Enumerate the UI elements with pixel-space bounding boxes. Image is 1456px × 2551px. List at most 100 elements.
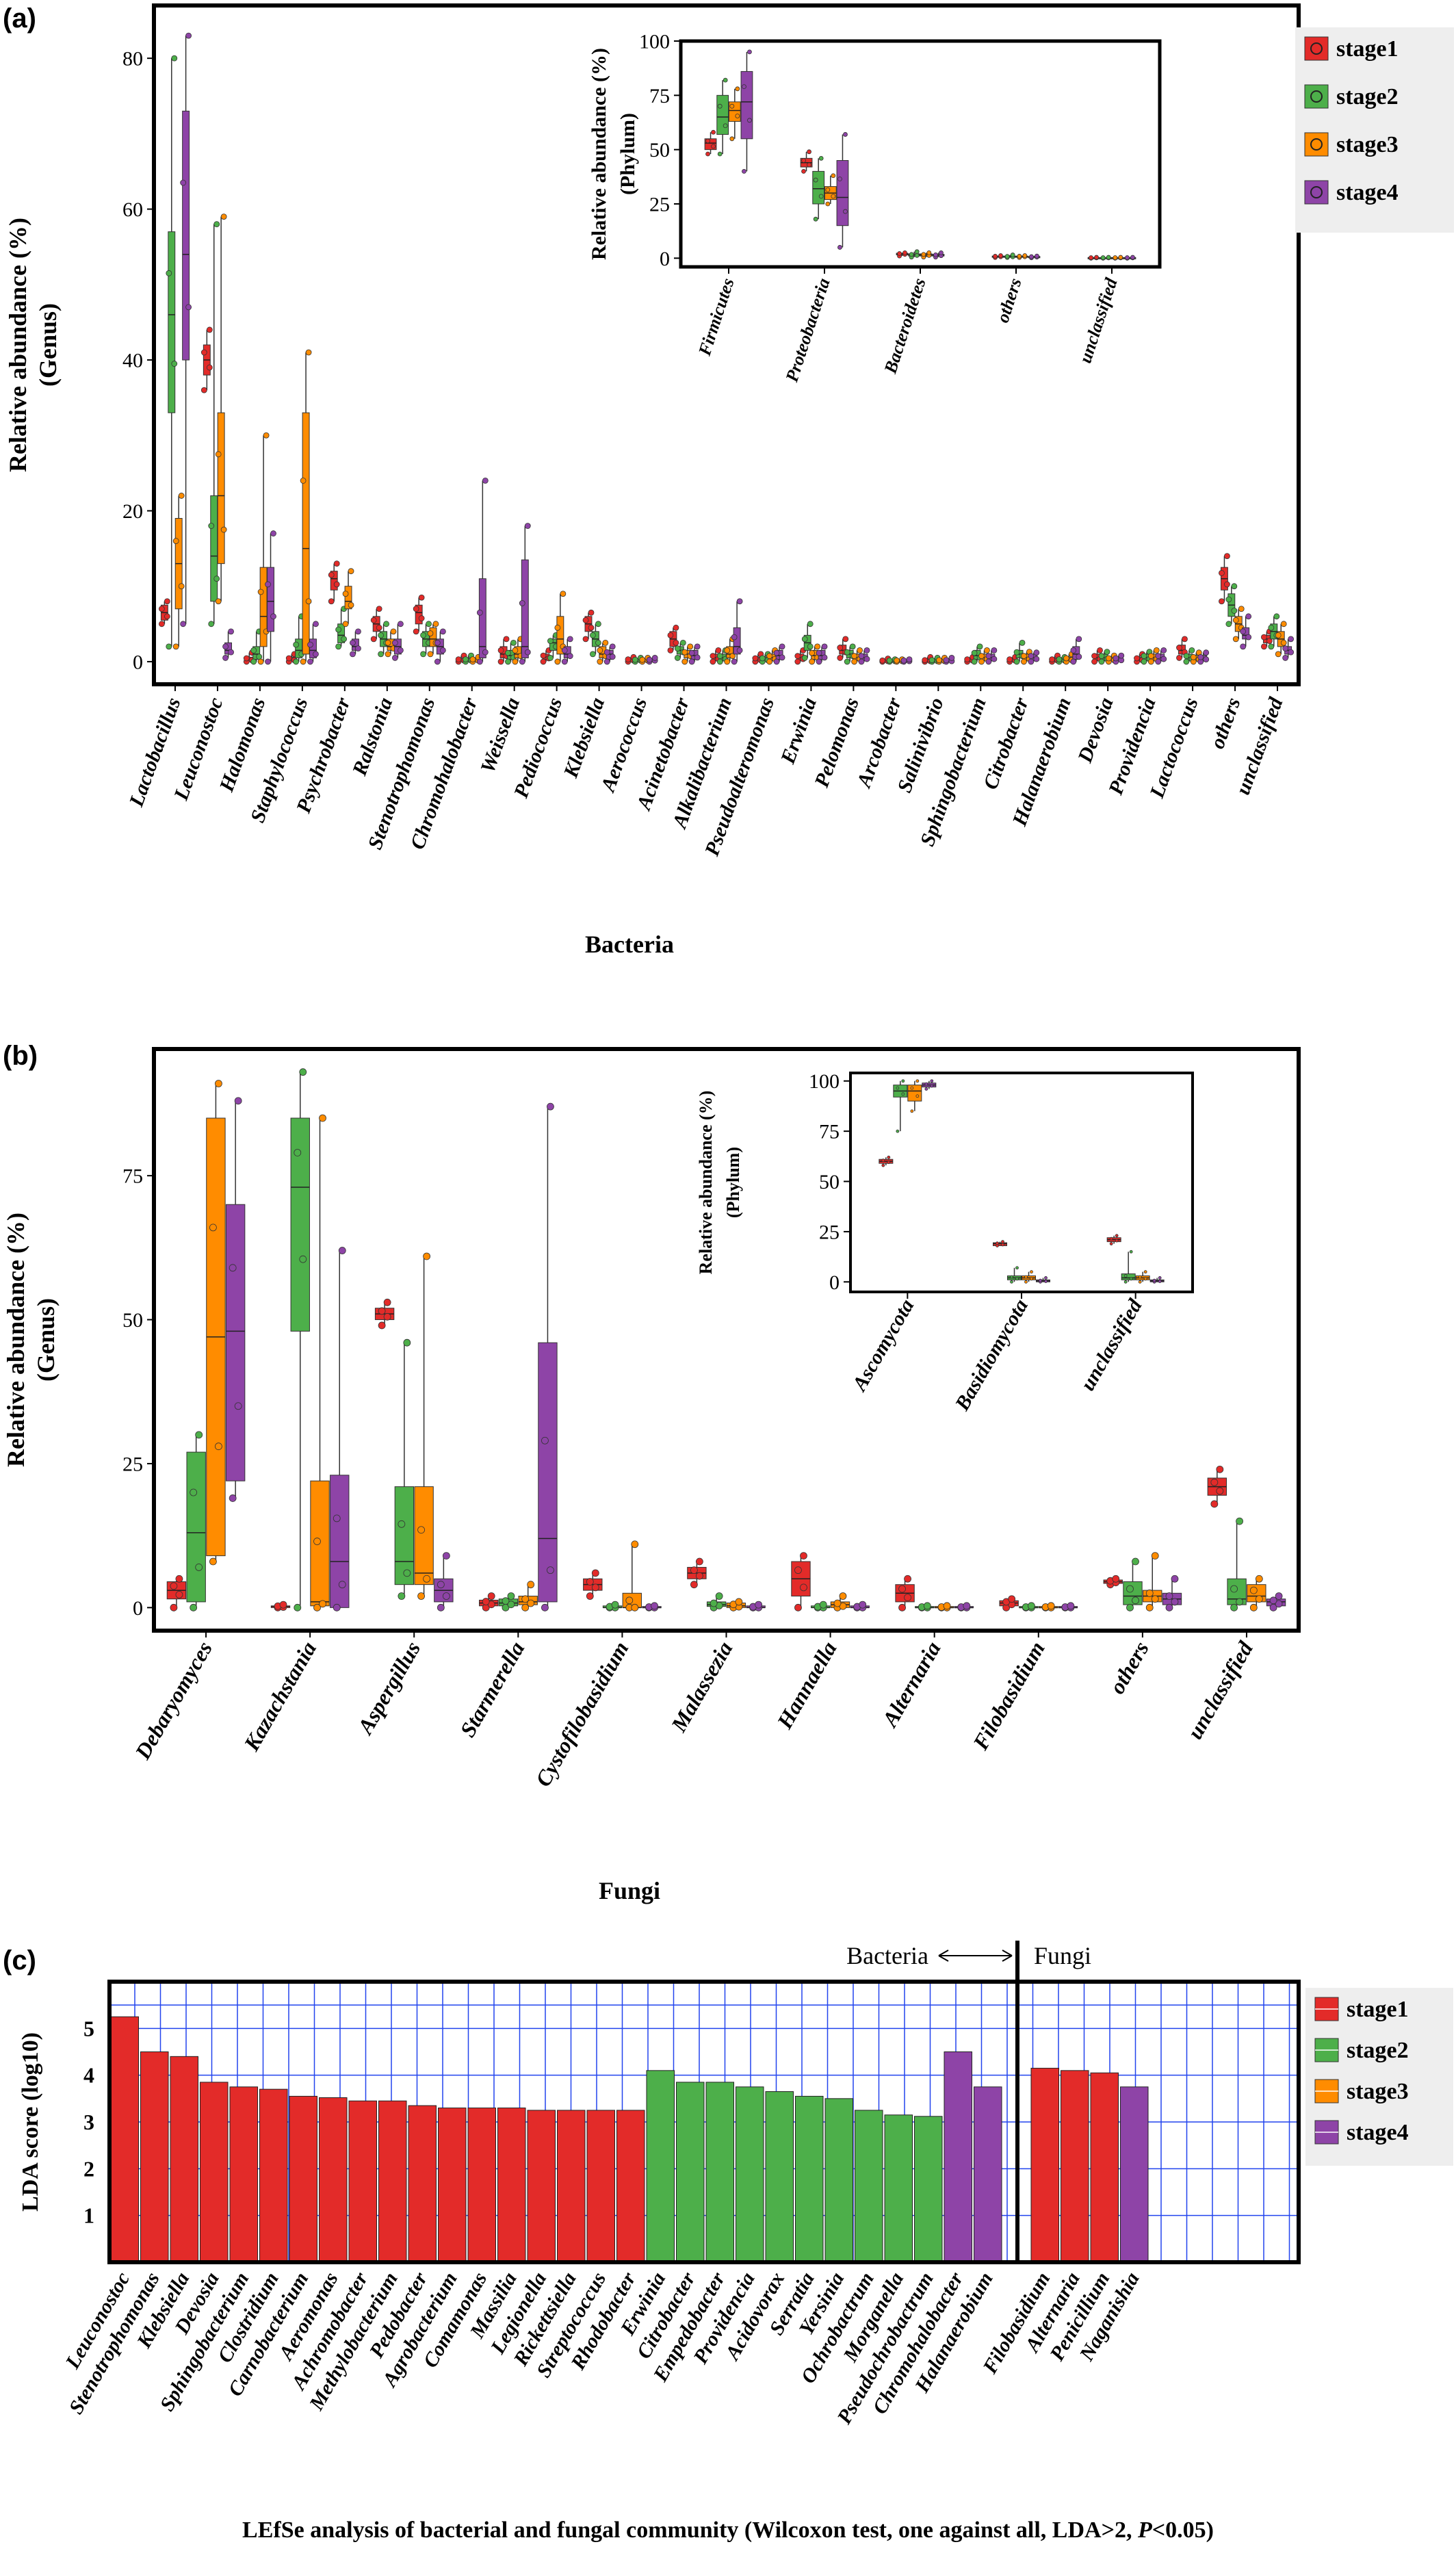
- data-point: [1245, 634, 1252, 640]
- data-point: [1182, 636, 1188, 643]
- group-arrow-heads: [938, 1950, 1013, 1962]
- data-point: [234, 1097, 242, 1105]
- data-point: [497, 647, 504, 653]
- x-tick-label: Starmerella: [455, 1637, 530, 1741]
- legend-swatch: [1304, 36, 1329, 61]
- lda-bar: [200, 2082, 229, 2263]
- data-point: [1231, 583, 1238, 590]
- data-point: [933, 252, 938, 257]
- data-point: [200, 349, 207, 356]
- data-point: [1125, 255, 1130, 260]
- data-point: [800, 1552, 807, 1559]
- data-point: [646, 656, 653, 663]
- legend-swatch: [1304, 132, 1329, 157]
- x-tick-label: Filobasidium: [967, 1637, 1050, 1754]
- data-point: [894, 657, 900, 664]
- data-point: [710, 658, 716, 665]
- data-point: [831, 194, 836, 199]
- data-point: [294, 1603, 302, 1611]
- data-point: [418, 594, 425, 601]
- lda-bar: [646, 2070, 675, 2263]
- data-point: [567, 653, 573, 660]
- data-point: [439, 647, 446, 653]
- data-point: [190, 1488, 198, 1497]
- data-point: [687, 643, 694, 650]
- data-point: [1063, 655, 1069, 662]
- data-point: [547, 1102, 554, 1111]
- data-point: [348, 568, 354, 575]
- data-point: [1056, 656, 1063, 663]
- lda-bar: [824, 2098, 853, 2263]
- data-point: [158, 621, 165, 627]
- data-point: [1004, 254, 1010, 259]
- y-axis-label: (Genus): [32, 1298, 60, 1382]
- data-point: [1022, 253, 1028, 258]
- data-point: [1047, 1602, 1055, 1610]
- data-point: [736, 598, 743, 605]
- y-tick-label: 60: [122, 198, 143, 221]
- lda-bar: [736, 2086, 764, 2263]
- box: [344, 586, 352, 610]
- data-point: [674, 645, 681, 652]
- data-point: [801, 655, 808, 661]
- data-point: [896, 1129, 900, 1133]
- y-tick-label: 0: [133, 1597, 143, 1620]
- data-point: [350, 639, 356, 646]
- lda-bar: [855, 2110, 883, 2263]
- data-point: [843, 209, 848, 214]
- data-point: [350, 651, 356, 658]
- data-point: [206, 364, 213, 371]
- data-point: [667, 632, 674, 638]
- box: [217, 412, 225, 565]
- data-point: [1210, 1500, 1219, 1508]
- data-point: [1232, 617, 1239, 623]
- data-point: [1183, 653, 1190, 660]
- data-point: [385, 651, 391, 658]
- data-point: [586, 1592, 594, 1600]
- data-point: [807, 149, 811, 155]
- lda-bar: [110, 2016, 139, 2263]
- data-point: [482, 478, 489, 484]
- data-point: [213, 575, 220, 582]
- data-point: [208, 621, 215, 627]
- lda-bar: [497, 2108, 526, 2263]
- panel-a-legend: stage1 stage2 stage3 stage4: [1295, 27, 1454, 233]
- panel-a-xlabel: Bacteria: [585, 931, 674, 958]
- data-point: [313, 1603, 321, 1611]
- box: [309, 638, 317, 658]
- data-point: [547, 638, 554, 645]
- data-point: [1280, 639, 1287, 646]
- data-point: [717, 103, 723, 109]
- data-point: [1115, 1234, 1119, 1238]
- lda-bar: [319, 2097, 348, 2263]
- data-point: [1134, 655, 1140, 662]
- data-point: [1017, 254, 1022, 259]
- data-point: [175, 1591, 183, 1598]
- data-point: [590, 651, 596, 658]
- data-point: [200, 387, 207, 393]
- data-point: [715, 647, 722, 653]
- data-point: [437, 1603, 445, 1611]
- data-point: [1153, 647, 1160, 653]
- box: [394, 1486, 415, 1585]
- data-point: [333, 581, 340, 588]
- legend-label: stage3: [1347, 2079, 1409, 2104]
- lda-bar: [557, 2110, 586, 2263]
- data-point: [1126, 1603, 1134, 1611]
- data-point: [842, 636, 849, 643]
- data-point: [915, 1094, 920, 1098]
- x-tick-label: Malassezia: [666, 1637, 738, 1737]
- data-point: [503, 636, 510, 643]
- data-point: [390, 628, 397, 635]
- y-tick-label: 40: [122, 350, 143, 372]
- data-point: [348, 601, 354, 608]
- y-axis-label: Relative abundance (%): [696, 1091, 716, 1275]
- data-point: [595, 621, 601, 627]
- data-point: [228, 628, 234, 635]
- data-point: [1089, 255, 1093, 260]
- data-point: [338, 1247, 346, 1254]
- data-point: [747, 118, 752, 123]
- x-tick-label: Devosia: [1074, 695, 1118, 766]
- data-point: [794, 1566, 802, 1575]
- data-point: [1021, 653, 1027, 660]
